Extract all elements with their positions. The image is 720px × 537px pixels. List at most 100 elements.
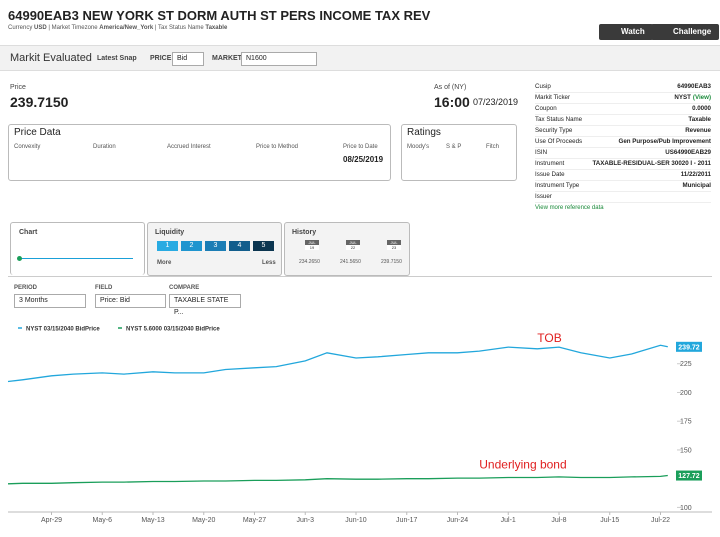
last-value-label: 239.72	[678, 344, 700, 351]
watch-button[interactable]: Watch	[599, 24, 653, 40]
liquidity-level[interactable]: 4	[229, 241, 250, 251]
view-link[interactable]: (View)	[692, 94, 711, 101]
period-select[interactable]: 3 Months	[14, 294, 86, 308]
liquidity-level[interactable]: 3	[205, 241, 226, 251]
history-value: 241.5650	[340, 259, 361, 265]
slider-knob[interactable]	[17, 256, 22, 261]
x-tick-label: Jul-8	[551, 517, 566, 524]
reference-value-text: Municipal	[682, 182, 711, 189]
history-badge[interactable]: JUL 23	[387, 240, 401, 250]
reference-value-text: Taxable	[688, 116, 711, 123]
reference-value: TAXABLE-RESIDUAL-SER 30020 I - 2011	[592, 158, 711, 169]
y-tick-label: 150	[680, 447, 692, 454]
field-label: FIELD	[95, 285, 113, 291]
x-tick-label: Jun-10	[345, 517, 367, 524]
reference-label: Cusip	[535, 83, 551, 90]
latest[interactable]: Latest Snap	[97, 55, 137, 62]
column-label: Convexity	[14, 144, 41, 150]
reference-label: Issuer	[535, 193, 552, 200]
challenge-button[interactable]: Challenge	[651, 24, 720, 40]
reference-value: Revenue	[685, 125, 711, 136]
column-label: Price to Method	[256, 144, 299, 150]
column-label: Price to Date	[343, 144, 378, 150]
reference-value-text: NYST	[674, 94, 691, 101]
reference-value-text: 64990EAB3	[677, 83, 711, 90]
price-label: Price	[10, 84, 26, 91]
reference-label: Instrument	[535, 160, 565, 167]
reference-label: Issue Date	[535, 171, 565, 178]
badge-day: 22	[346, 245, 360, 250]
column-label: Duration	[93, 144, 116, 150]
reference-label: ISIN	[535, 149, 548, 156]
x-tick-label: Jul-15	[600, 517, 619, 524]
ratings-panel	[401, 124, 517, 181]
reference-label: Markit Ticker	[535, 94, 571, 101]
y-tick-label: 200	[680, 390, 692, 397]
reference-row: ISIN US64990EAB29	[535, 147, 711, 159]
badge-month: JUL	[308, 240, 316, 245]
line	[7, 344, 668, 383]
market-select[interactable]: N1600	[241, 52, 317, 66]
meta-label: Currency	[8, 25, 33, 31]
last-value-label: 127.72	[678, 473, 700, 480]
reference-value: Taxable	[688, 114, 711, 125]
compare-input[interactable]: TAXABLE STATE P...	[169, 294, 241, 316]
reference-label: Tax Status Name	[535, 116, 583, 123]
reference-value-text: Revenue	[685, 127, 711, 134]
annotation: Underlying bond	[479, 457, 566, 471]
liquidity-level[interactable]: 2	[181, 241, 202, 251]
history-value: 234.2650	[299, 259, 320, 265]
column-label: Moody's	[407, 144, 430, 150]
toolbar-title: Markit Evaluated	[10, 52, 92, 64]
history-badge[interactable]: JUL 19	[305, 240, 319, 250]
price-label: PRICE	[150, 55, 172, 62]
liquidity-level[interactable]: 1	[157, 241, 178, 251]
reference-row: Issuer	[535, 191, 711, 203]
reference-row: Security Type Revenue	[535, 125, 711, 137]
slider[interactable]	[19, 258, 133, 259]
reference-value-text: TAXABLE-RESIDUAL-SER 30020 I - 2011	[592, 160, 711, 167]
reference-row: Coupon 0.0000	[535, 103, 711, 115]
reference-value: 0.0000	[692, 103, 711, 114]
x-tick-label: May-20	[192, 517, 215, 524]
panel-title: Ratings	[407, 127, 441, 138]
more: More	[157, 260, 172, 266]
meta-value: Taxable	[205, 25, 228, 31]
y-tick-label: 225	[680, 361, 692, 368]
reference-value-text: Gen Purpose/Pub Improvement	[618, 138, 712, 145]
badge-month: JUL	[390, 240, 398, 245]
reference-label: Security Type	[535, 127, 573, 134]
asof-date: 07/23/2019	[473, 97, 519, 107]
reference-value-text: 0.0000	[692, 105, 711, 112]
history-badge[interactable]: JUL 22	[346, 240, 360, 250]
x-tick-label: May-27	[243, 517, 266, 524]
period-label: PERIOD	[14, 285, 38, 291]
field-select[interactable]: Price: Bid	[95, 294, 166, 308]
history-value: 239.7150	[381, 259, 402, 265]
meta-label: Market Timezone	[51, 25, 98, 31]
reference-link[interactable]: View more reference data	[535, 205, 604, 211]
price-data-panel	[8, 124, 391, 181]
asof-time: 16:00	[434, 94, 470, 110]
chart-tab[interactable]	[10, 222, 145, 275]
asof-label: As of (NY)	[434, 84, 467, 91]
reference-value: Gen Purpose/Pub Improvement	[619, 136, 712, 147]
reference-row: Markit Ticker NYST (View)	[535, 92, 711, 104]
reference-label: Instrument Type	[535, 182, 580, 189]
last-value-box	[676, 341, 702, 352]
liquidity-level[interactable]: 5	[253, 241, 274, 251]
y-tick-label: 100	[680, 505, 692, 512]
reference-value-text: US64990EAB29	[665, 149, 711, 156]
reference-value: US64990EAB29	[665, 147, 711, 158]
reference-label: Use Of Proceeds	[535, 138, 583, 145]
column-label: S & P	[446, 144, 462, 150]
price-select[interactable]: Bid	[172, 52, 204, 66]
reference-row: Instrument Type Municipal	[535, 180, 711, 192]
x-tick-label: May-13	[141, 517, 164, 524]
reference-value-text: 11/22/2011	[680, 171, 711, 178]
tab-title: Chart	[19, 229, 38, 236]
tab-title: History	[292, 229, 317, 236]
reference-row: Tax Status Name Taxable	[535, 114, 711, 126]
